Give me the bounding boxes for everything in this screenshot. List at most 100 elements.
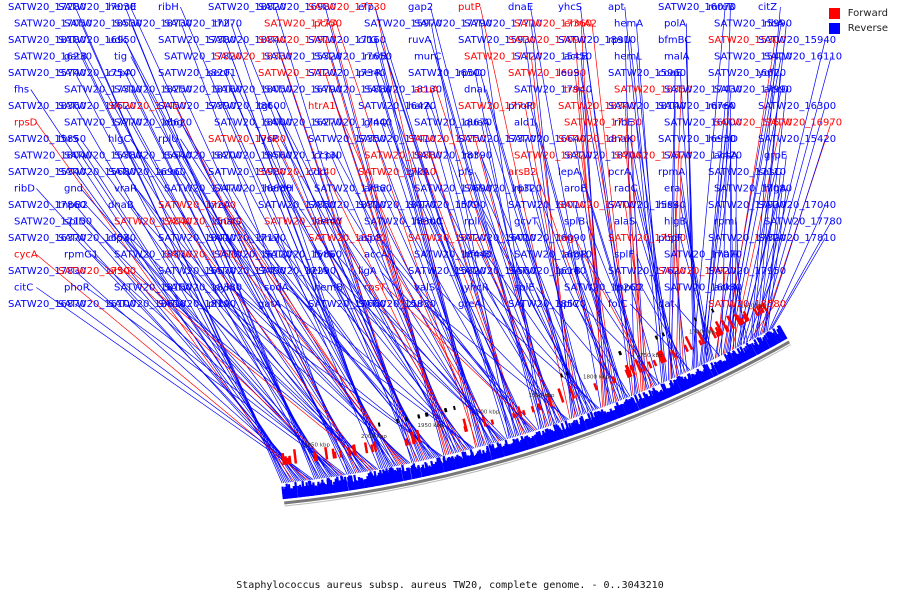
reverse-gene-label: gatB — [64, 52, 87, 63]
reverse-gene-label: cdd — [308, 167, 326, 178]
forward-gene-label: SATW20_17730 — [308, 2, 386, 13]
reverse-gene-label: pfs — [458, 167, 473, 178]
forward-gene — [685, 345, 688, 352]
forward-gene — [513, 413, 515, 418]
label-connector — [772, 238, 825, 329]
label-connector — [755, 57, 831, 338]
reverse-gene-label: sodA — [264, 283, 289, 294]
reverse-gene-label: alaS — [614, 217, 635, 228]
reverse-gene-label: ribH — [158, 2, 179, 13]
reverse-gene-label: queA — [464, 118, 490, 129]
reverse-gene-label: splE — [514, 283, 535, 294]
reverse-gene — [294, 486, 295, 498]
reverse-gene-label: thil — [214, 19, 230, 30]
label-connector — [181, 90, 356, 474]
gene-marker — [454, 406, 455, 410]
reverse-gene-label: valS — [414, 283, 435, 294]
reverse-gene-label: splB — [564, 217, 585, 228]
legend-reverse: Reverse — [829, 23, 888, 34]
reverse-gene-label: glkA — [408, 167, 430, 178]
reverse-gene-label: acsA — [714, 151, 738, 162]
reverse-gene-label: radC — [614, 184, 638, 195]
forward-gene-label: pckA — [314, 19, 339, 30]
forward-gene — [417, 430, 420, 443]
forward-gene-label: ermA2 — [564, 19, 597, 30]
reverse-gene-label: ackA — [714, 283, 738, 294]
gene-marker — [406, 417, 407, 421]
forward-gene — [294, 449, 296, 463]
reverse-gene-label: SATW20_17040 — [758, 200, 836, 211]
reverse-gene-label: tyrS — [314, 250, 334, 261]
forward-gene-label: tag — [558, 233, 574, 244]
label-connector — [580, 304, 660, 384]
reverse-gene-label: pcrB — [558, 266, 581, 277]
gene-marker — [427, 413, 428, 417]
forward-gene — [353, 445, 355, 455]
legend-forward: Forward — [829, 8, 888, 19]
forward-gene — [371, 445, 372, 453]
reverse-gene-label: tnpC2 — [614, 283, 644, 294]
gene-marker — [445, 408, 446, 412]
reverse-gene-label: gap2 — [408, 2, 433, 13]
reverse-gene-label: ruvA — [408, 35, 431, 46]
forward-gene — [654, 360, 657, 366]
forward-gene-label: arsB2 — [508, 167, 537, 178]
reverse-gene-label: yhcR — [464, 283, 489, 294]
reverse-gene-label: accD — [764, 85, 789, 96]
reverse-gene-label: ccpA — [108, 68, 132, 79]
reverse-gene-label: rpmA — [658, 167, 685, 178]
reverse-gene-label: phoR — [64, 283, 90, 294]
reverse-gene-label: hemH — [264, 184, 294, 195]
reverse-gene-label: splF — [614, 250, 634, 261]
reverse-gene-label: SATW20_18390 — [414, 151, 492, 162]
reverse-gene-label: tig — [114, 52, 127, 63]
reverse-gene-label: SATW20_15940 — [758, 35, 836, 46]
forward-gene-label: htrA1 — [308, 101, 336, 112]
ruler-label: 1800 kbp — [583, 374, 609, 380]
reverse-gene-label: SATW20_17950 — [708, 266, 786, 277]
ruler-label: 1850 kbp — [529, 393, 555, 399]
reverse-gene-label: udk — [108, 35, 127, 46]
reverse-gene-label: hlgA — [764, 184, 786, 195]
reverse-gene-label: pyk — [214, 283, 232, 294]
ruler-label: 1750 kbp — [637, 353, 663, 359]
reverse-gene-label: ligA — [358, 266, 377, 277]
reverse-gene-label: aroE — [564, 184, 586, 195]
forward-gene-label: arsC — [108, 266, 130, 277]
reverse-gene-label: malR — [714, 250, 740, 261]
gene-marker — [379, 423, 380, 427]
forward-gene — [699, 340, 701, 345]
gene-marker — [561, 374, 562, 378]
ruler-label: 1900 kbp — [473, 409, 499, 415]
reverse-gene-label: accC — [158, 167, 182, 178]
reverse-gene-label: yhcS — [558, 2, 582, 13]
reverse-gene-label: gnd — [64, 184, 83, 195]
forward-gene-label: SATW20_18580 — [708, 299, 786, 310]
forward-gene — [523, 410, 525, 415]
reverse-gene-label: greA — [458, 299, 481, 310]
gene-marker — [655, 336, 657, 340]
forward-gene-label: cycA — [14, 250, 38, 261]
legend-reverse-label: Reverse — [848, 23, 888, 34]
reverse-gene-label: sasC — [758, 167, 782, 178]
forward-gene — [335, 452, 336, 459]
map-caption: Staphylococcus aureus subsp. aureus TW20… — [0, 580, 900, 591]
reverse-gene-label: citG — [358, 35, 378, 46]
forward-gene — [558, 389, 563, 403]
forward-gene — [365, 442, 367, 453]
reverse-gene-label: rpoD — [458, 68, 483, 79]
reverse-gene-label: obg — [164, 118, 183, 129]
reverse-gene-label: pcrA — [608, 167, 631, 178]
reverse-gene-label: lysP — [258, 134, 278, 145]
reverse-gene-label: zur — [408, 299, 425, 310]
reverse-gene-label: hrcA — [208, 200, 231, 211]
label-connector — [286, 189, 462, 452]
reverse-gene-label: hemB — [314, 283, 343, 294]
reverse-gene-label: grpE — [764, 151, 787, 162]
gene-marker — [397, 419, 398, 423]
label-connector — [86, 205, 335, 477]
reverse-gene-label: ccpN — [314, 151, 339, 162]
forward-gene — [349, 447, 350, 456]
reverse-gene — [298, 488, 299, 497]
forward-gene-label: putP — [458, 2, 481, 13]
